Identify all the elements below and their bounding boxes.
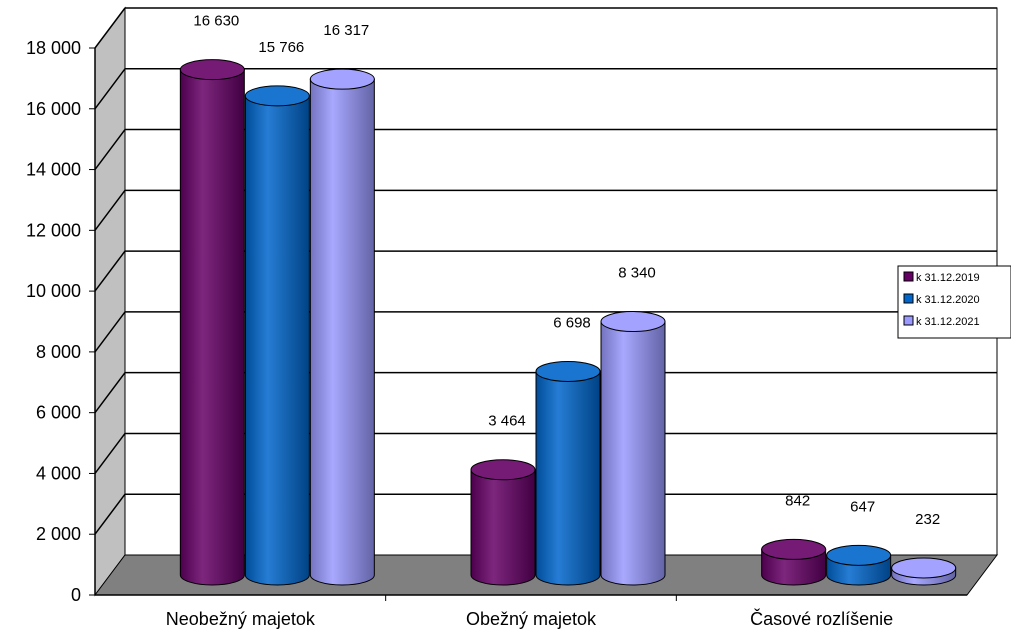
data-label: 3 464 — [488, 413, 526, 430]
y-tick-label: 2 000 — [36, 524, 81, 544]
legend-item: k 31.12.2020 — [903, 293, 980, 306]
bar-top — [891, 557, 957, 579]
data-label: 16 630 — [193, 13, 239, 30]
bar-top — [535, 360, 601, 382]
gridline-side — [94, 189, 126, 231]
gridline-side — [94, 372, 126, 414]
bar-top — [179, 59, 245, 81]
category-label: Časové rozlíšenie — [750, 608, 893, 629]
bars — [179, 59, 957, 586]
bar — [470, 459, 536, 586]
axes — [94, 48, 967, 601]
legend: k 31.12.2019 k 31.12.2020 k 31.12.2021 — [897, 265, 1011, 339]
legend-item: k 31.12.2019 — [903, 271, 980, 284]
data-label: 232 — [915, 511, 940, 528]
gridline-side — [94, 311, 126, 353]
y-tick-label: 8 000 — [36, 342, 81, 362]
bar-body — [600, 321, 666, 586]
bar — [244, 85, 310, 586]
y-tick-label: 0 — [71, 585, 81, 605]
gridline-side — [94, 68, 126, 110]
legend-swatch — [903, 293, 914, 304]
category-label: Obežný majetok — [466, 609, 597, 629]
bar-top — [470, 459, 536, 481]
bar — [891, 557, 957, 586]
bar — [179, 59, 245, 586]
gridline-side — [94, 129, 126, 171]
legend-item: k 31.12.2021 — [903, 315, 980, 328]
bar-body — [535, 370, 601, 586]
bar-body — [470, 469, 536, 586]
bar-top — [761, 538, 827, 560]
gridline-side — [94, 432, 126, 474]
legend-label: k 31.12.2021 — [916, 316, 980, 328]
bar-top — [309, 68, 375, 90]
y-tick-label: 10 000 — [26, 281, 81, 301]
bar-top — [826, 544, 892, 566]
y-tick-label: 18 000 — [26, 38, 81, 58]
y-tick-label: 6 000 — [36, 403, 81, 423]
bar-body — [244, 95, 310, 586]
legend-label: k 31.12.2020 — [916, 294, 980, 306]
category-labels: Neobežný majetok Obežný majetok Časové roz… — [166, 608, 893, 629]
data-label: 842 — [785, 492, 810, 509]
bar — [826, 544, 892, 586]
bar-body — [309, 78, 375, 586]
legend-swatch — [903, 271, 914, 282]
y-tick-label: 14 000 — [26, 160, 81, 180]
legend-box — [897, 265, 1011, 339]
y-axis-ticks: 0 2 000 4 000 6 000 8 000 10 000 12 000 14 000 1… — [26, 38, 95, 605]
gridline-side — [94, 250, 126, 292]
data-label: 15 766 — [258, 39, 304, 56]
y-tick-label: 16 000 — [26, 99, 81, 119]
data-label: 16 317 — [323, 22, 369, 39]
data-labels: 16 630 15 766 16 317 3 464 6 698 8 340 842 647 2… — [193, 13, 940, 528]
side-wall — [94, 6, 126, 597]
bar — [600, 311, 666, 586]
y-tick-label: 12 000 — [26, 220, 81, 240]
bar — [535, 360, 601, 586]
data-label: 6 698 — [553, 314, 591, 331]
bar — [761, 538, 827, 586]
legend-label: k 31.12.2019 — [916, 272, 980, 284]
bar-body — [179, 69, 245, 586]
gridline-side — [94, 493, 126, 535]
bar-top — [244, 85, 310, 107]
bar-top — [600, 311, 666, 333]
data-label: 8 340 — [618, 265, 656, 282]
category-label: Neobežný majetok — [166, 609, 316, 629]
data-label: 647 — [850, 498, 875, 515]
gridline-side — [94, 7, 126, 49]
legend-swatch — [903, 315, 914, 326]
bar — [309, 68, 375, 586]
y-tick-label: 4 000 — [36, 463, 81, 483]
